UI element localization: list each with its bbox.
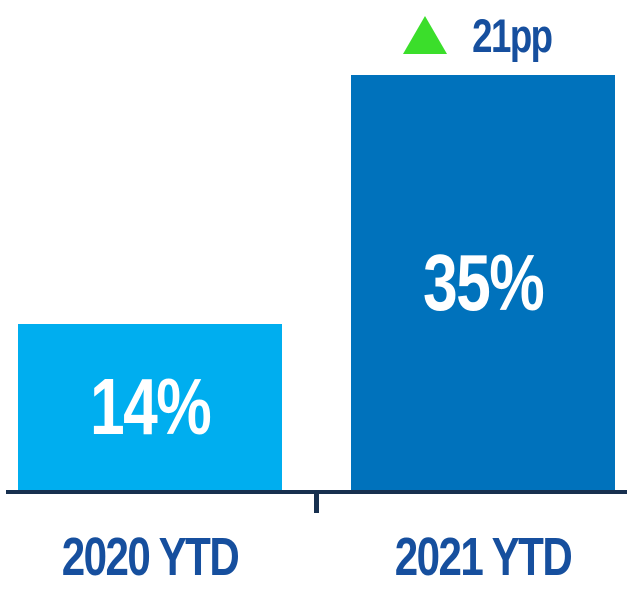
bar-2021-ytd: 35% [351,75,615,490]
category-label-2020-ytd: 2020 YTD [61,527,240,587]
category-label-2021-ytd: 2021 YTD [394,527,573,587]
triangle-up-icon [403,16,448,54]
bar-2020-ytd: 14% [18,324,282,490]
change-annotation-label: 21pp [472,8,553,62]
bar-2021-value-label: 35% [422,237,545,327]
x-axis-center-tick [314,490,319,513]
change-annotation: 21pp [351,8,615,62]
bar-2020-value-label: 14% [89,362,212,451]
